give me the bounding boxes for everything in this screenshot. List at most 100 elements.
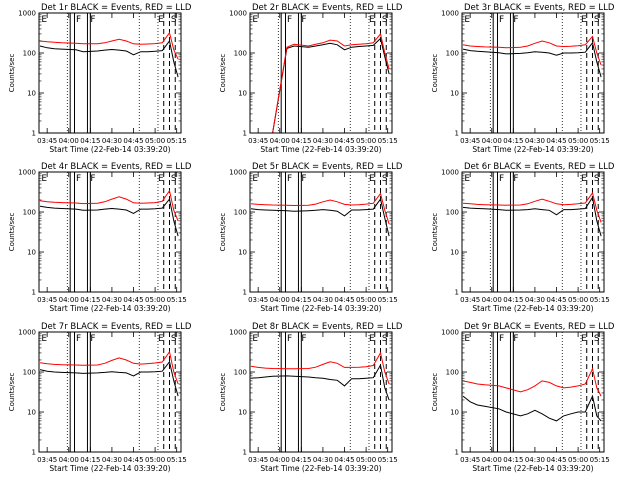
panel-title: Det 9r BLACK = Events, RED = LLD bbox=[464, 322, 615, 332]
x-tick-label: 03:45 bbox=[460, 137, 480, 145]
x-tick-label: 04:45 bbox=[123, 137, 143, 145]
x-tick-label: 05:00 bbox=[145, 137, 165, 145]
marker-label-F: F bbox=[90, 174, 95, 184]
x-tick-label: 04:15 bbox=[291, 137, 311, 145]
x-tick-label: 04:15 bbox=[80, 456, 100, 464]
x-tick-label: 04:15 bbox=[80, 137, 100, 145]
x-tick-label: 04:30 bbox=[102, 296, 122, 304]
x-tick-label: 04:00 bbox=[482, 296, 502, 304]
plot-frame bbox=[461, 12, 605, 134]
y-tick-label: 1000 bbox=[229, 169, 247, 177]
x-tick-label: 05:00 bbox=[145, 456, 165, 464]
series-line-lld bbox=[39, 350, 179, 385]
panel-title: Det 1r BLACK = Events, RED = LLD bbox=[41, 3, 192, 13]
marker-label-E: E bbox=[252, 174, 258, 184]
marker-label-S: S bbox=[171, 15, 177, 25]
marker-label-S: S bbox=[594, 174, 600, 184]
marker-label-F: F bbox=[76, 174, 81, 184]
x-tick-label: 04:00 bbox=[59, 137, 79, 145]
y-axis-label: Counts/sec bbox=[219, 54, 227, 93]
y-tick-label: 1000 bbox=[229, 329, 247, 337]
x-tick-label: 04:45 bbox=[546, 137, 566, 145]
series-line-events bbox=[250, 363, 390, 401]
x-tick-label: 04:30 bbox=[525, 456, 545, 464]
y-tick-label: 1000 bbox=[18, 10, 36, 18]
marker-label-E: E bbox=[252, 334, 258, 344]
y-tick-label: 10 bbox=[238, 409, 247, 417]
marker-label-F: F bbox=[513, 15, 518, 25]
plot-frame bbox=[38, 331, 182, 453]
y-axis-label: Counts/sec bbox=[431, 213, 439, 252]
x-axis-label: Start Time (22-Feb-14 03:39:20) bbox=[472, 304, 593, 313]
y-tick-label: 1000 bbox=[18, 329, 36, 337]
x-tick-label: 03:45 bbox=[248, 137, 268, 145]
y-tick-label: 1 bbox=[455, 289, 459, 297]
marker-label-F: F bbox=[301, 334, 306, 344]
y-tick-label: 10 bbox=[238, 90, 247, 98]
y-tick-label: 1 bbox=[32, 449, 36, 457]
x-axis-label: Start Time (22-Feb-14 03:39:20) bbox=[49, 145, 170, 154]
y-tick-label: 1000 bbox=[18, 169, 36, 177]
marker-label-F: F bbox=[301, 174, 306, 184]
series-line-lld bbox=[39, 31, 179, 60]
y-tick-label: 1000 bbox=[441, 169, 459, 177]
y-tick-label: 1000 bbox=[441, 329, 459, 337]
series-line-events bbox=[39, 39, 179, 78]
panel-title: Det 5r BLACK = Events, RED = LLD bbox=[252, 162, 403, 172]
x-tick-label: 04:00 bbox=[59, 296, 79, 304]
series-line-lld bbox=[39, 189, 179, 222]
x-tick-label: 05:00 bbox=[568, 296, 588, 304]
marker-label-F: F bbox=[90, 15, 95, 25]
series-line-events bbox=[39, 360, 179, 397]
marker-label-E: E bbox=[252, 15, 258, 25]
marker-label-E: E bbox=[41, 334, 47, 344]
marker-label-E: E bbox=[41, 174, 47, 184]
marker-label-E: E bbox=[464, 174, 470, 184]
y-tick-label: 100 bbox=[446, 209, 459, 217]
y-axis-label: Counts/sec bbox=[8, 373, 16, 412]
x-tick-label: 04:15 bbox=[503, 296, 523, 304]
plot-frame bbox=[461, 331, 605, 453]
marker-label-S: S bbox=[594, 15, 600, 25]
x-tick-label: 04:00 bbox=[482, 137, 502, 145]
y-axis-label: Counts/sec bbox=[431, 54, 439, 93]
x-axis-label: Start Time (22-Feb-14 03:39:20) bbox=[260, 464, 381, 473]
x-tick-label: 04:15 bbox=[291, 456, 311, 464]
x-tick-label: 05:00 bbox=[356, 137, 376, 145]
x-tick-label: 05:15 bbox=[378, 137, 398, 145]
marker-label-S: S bbox=[594, 334, 600, 344]
y-tick-label: 1 bbox=[455, 130, 459, 138]
x-tick-label: 03:45 bbox=[37, 296, 57, 304]
x-axis-label: Start Time (22-Feb-14 03:39:20) bbox=[260, 304, 381, 313]
x-tick-label: 04:15 bbox=[503, 137, 523, 145]
marker-label-E: E bbox=[369, 174, 375, 184]
marker-label-F: F bbox=[513, 334, 518, 344]
y-tick-label: 100 bbox=[23, 209, 36, 217]
y-tick-label: 10 bbox=[27, 409, 36, 417]
marker-label-E: E bbox=[581, 15, 587, 25]
series-line-events bbox=[462, 41, 602, 78]
marker-label-E: E bbox=[581, 174, 587, 184]
marker-label-F: F bbox=[301, 15, 306, 25]
x-tick-label: 04:00 bbox=[270, 456, 290, 464]
series-line-events bbox=[39, 197, 179, 237]
x-tick-label: 03:45 bbox=[37, 137, 57, 145]
x-tick-label: 05:00 bbox=[568, 137, 588, 145]
series-line-lld bbox=[251, 32, 390, 134]
y-axis-label: Counts/sec bbox=[8, 54, 16, 93]
x-tick-label: 05:00 bbox=[568, 456, 588, 464]
x-axis-label: Start Time (22-Feb-14 03:39:20) bbox=[49, 304, 170, 313]
x-tick-label: 05:00 bbox=[145, 296, 165, 304]
marker-label-S: S bbox=[382, 174, 388, 184]
x-axis-label: Start Time (22-Feb-14 03:39:20) bbox=[49, 464, 170, 473]
y-tick-label: 1 bbox=[32, 289, 36, 297]
y-tick-label: 10 bbox=[450, 409, 459, 417]
plot-frame bbox=[249, 331, 393, 453]
y-tick-label: 1000 bbox=[229, 10, 247, 18]
y-tick-label: 1000 bbox=[441, 10, 459, 18]
